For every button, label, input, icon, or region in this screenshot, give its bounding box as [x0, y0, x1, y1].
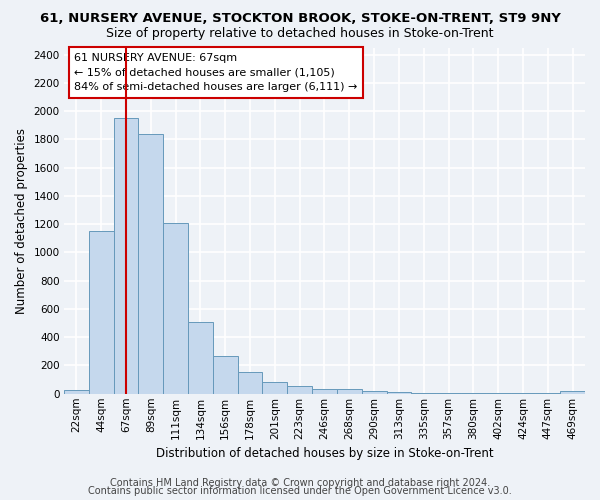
- Bar: [461, 393, 486, 394]
- Bar: [337, 389, 362, 394]
- Bar: [287, 386, 312, 394]
- Bar: [386, 392, 412, 394]
- X-axis label: Distribution of detached houses by size in Stoke-on-Trent: Distribution of detached houses by size …: [155, 447, 493, 460]
- Y-axis label: Number of detached properties: Number of detached properties: [15, 128, 28, 314]
- Bar: [486, 393, 511, 394]
- Bar: [213, 356, 238, 394]
- Bar: [113, 118, 139, 394]
- Text: 61, NURSERY AVENUE, STOCKTON BROOK, STOKE-ON-TRENT, ST9 9NY: 61, NURSERY AVENUE, STOCKTON BROOK, STOK…: [40, 12, 560, 26]
- Bar: [238, 372, 262, 394]
- Bar: [312, 389, 337, 394]
- Bar: [560, 391, 585, 394]
- Bar: [89, 231, 113, 394]
- Bar: [511, 393, 535, 394]
- Bar: [188, 322, 213, 394]
- Bar: [163, 223, 188, 394]
- Bar: [362, 391, 386, 394]
- Text: Size of property relative to detached houses in Stoke-on-Trent: Size of property relative to detached ho…: [106, 28, 494, 40]
- Text: 61 NURSERY AVENUE: 67sqm
← 15% of detached houses are smaller (1,105)
84% of sem: 61 NURSERY AVENUE: 67sqm ← 15% of detach…: [74, 52, 358, 92]
- Bar: [412, 392, 436, 394]
- Bar: [139, 134, 163, 394]
- Bar: [262, 382, 287, 394]
- Bar: [436, 393, 461, 394]
- Text: Contains public sector information licensed under the Open Government Licence v3: Contains public sector information licen…: [88, 486, 512, 496]
- Bar: [64, 390, 89, 394]
- Bar: [535, 393, 560, 394]
- Text: Contains HM Land Registry data © Crown copyright and database right 2024.: Contains HM Land Registry data © Crown c…: [110, 478, 490, 488]
